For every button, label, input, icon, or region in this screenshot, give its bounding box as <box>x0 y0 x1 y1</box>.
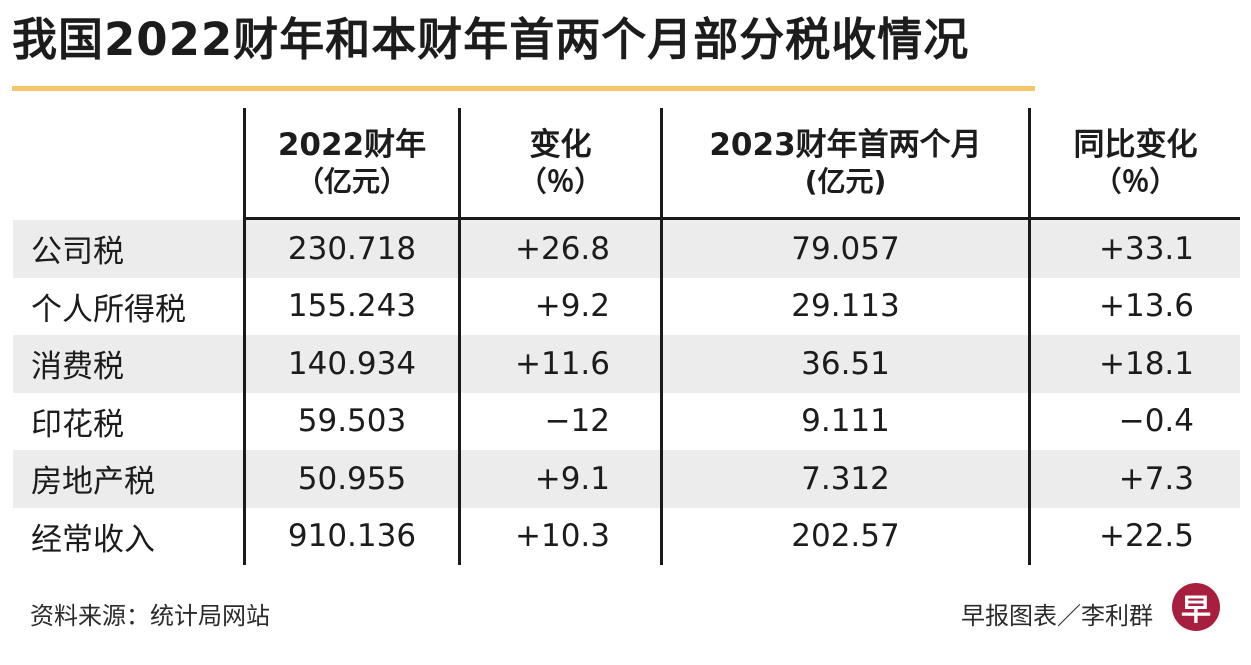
fy2023-value-cell: 29.113 <box>660 277 1028 335</box>
fy2022-value-cell: 910.136 <box>243 507 458 565</box>
data-source-note: 资料来源：统计局网站 <box>30 602 270 630</box>
header-cell-fy2022: 2022财年 （亿元） <box>243 108 458 220</box>
fy2023-value-cell: 7.312 <box>660 450 1028 508</box>
fy2023-value-cell: 202.57 <box>660 507 1028 565</box>
tax-name-cell: 消费税 <box>31 349 124 386</box>
tax-name-cell: 房地产税 <box>31 464 155 501</box>
yoy-change-value-cell: +13.6 <box>1028 277 1240 335</box>
header-label: 2023财年首两个月 <box>709 126 982 163</box>
table-body: 公司税 230.718 +26.8 79.057 +33.1 个人所得税 155… <box>13 220 1240 565</box>
fy2023-value-cell: 79.057 <box>660 220 1028 278</box>
tax-name-cell: 个人所得税 <box>31 291 186 328</box>
yoy-change-value-cell: +18.1 <box>1028 335 1240 393</box>
header-cell-yoy-change: 同比变化 （％） <box>1028 108 1240 220</box>
table-row: 经常收入 910.136 +10.3 202.57 +22.5 <box>13 507 1240 565</box>
change-value-cell: +10.3 <box>458 507 660 565</box>
table-header-row: 2022财年 （亿元） 变化 （％） 2023财年首两个月 (亿元) 同比变化 … <box>13 108 1240 220</box>
yoy-change-value-cell: +33.1 <box>1028 220 1240 278</box>
header-unit: （亿元） <box>295 165 408 199</box>
header-cell-empty <box>13 108 243 220</box>
tax-name-cell: 公司税 <box>31 234 124 271</box>
table-row: 房地产税 50.955 +9.1 7.312 +7.3 <box>13 450 1240 508</box>
page-title: 我国2022财年和本财年首两个月部分税收情况 <box>12 13 970 66</box>
header-cell-fy2023-2m: 2023财年首两个月 (亿元) <box>660 108 1028 220</box>
table-row: 公司税 230.718 +26.8 79.057 +33.1 <box>13 220 1240 278</box>
tax-name-cell: 印花税 <box>31 406 124 443</box>
table-row: 消费税 140.934 +11.6 36.51 +18.1 <box>13 335 1240 393</box>
zaobao-logo-glyph: 早 <box>1181 593 1211 628</box>
header-label: 变化 <box>529 126 592 163</box>
yoy-change-value-cell: −0.4 <box>1028 392 1240 450</box>
change-value-cell: +9.2 <box>458 277 660 335</box>
fy2022-value-cell: 50.955 <box>243 450 458 508</box>
fy2022-value-cell: 59.503 <box>243 392 458 450</box>
header-unit: （％） <box>1093 165 1178 199</box>
header-label: 2022财年 <box>277 126 427 163</box>
fy2023-value-cell: 36.51 <box>660 335 1028 393</box>
change-value-cell: −12 <box>458 392 660 450</box>
title-underline <box>12 86 1035 91</box>
fy2022-value-cell: 230.718 <box>243 220 458 278</box>
header-unit: (亿元) <box>804 165 887 199</box>
credit-note: 早报图表／李利群 <box>961 602 1153 630</box>
header-label: 同比变化 <box>1073 126 1198 163</box>
change-value-cell: +26.8 <box>458 220 660 278</box>
yoy-change-value-cell: +7.3 <box>1028 450 1240 508</box>
tax-name-cell: 经常收入 <box>31 521 155 558</box>
table-row: 个人所得税 155.243 +9.2 29.113 +13.6 <box>13 277 1240 335</box>
header-cell-change: 变化 （％） <box>458 108 660 220</box>
change-value-cell: +9.1 <box>458 450 660 508</box>
fy2022-value-cell: 155.243 <box>243 277 458 335</box>
header-unit: （％） <box>518 165 603 199</box>
change-value-cell: +11.6 <box>458 335 660 393</box>
fy2023-value-cell: 9.111 <box>660 392 1028 450</box>
table-row: 印花税 59.503 −12 9.111 −0.4 <box>13 392 1240 450</box>
tax-table: 2022财年 （亿元） 变化 （％） 2023财年首两个月 (亿元) 同比变化 … <box>13 108 1240 565</box>
zaobao-logo-icon: 早 <box>1172 583 1220 631</box>
yoy-change-value-cell: +22.5 <box>1028 507 1240 565</box>
fy2022-value-cell: 140.934 <box>243 335 458 393</box>
